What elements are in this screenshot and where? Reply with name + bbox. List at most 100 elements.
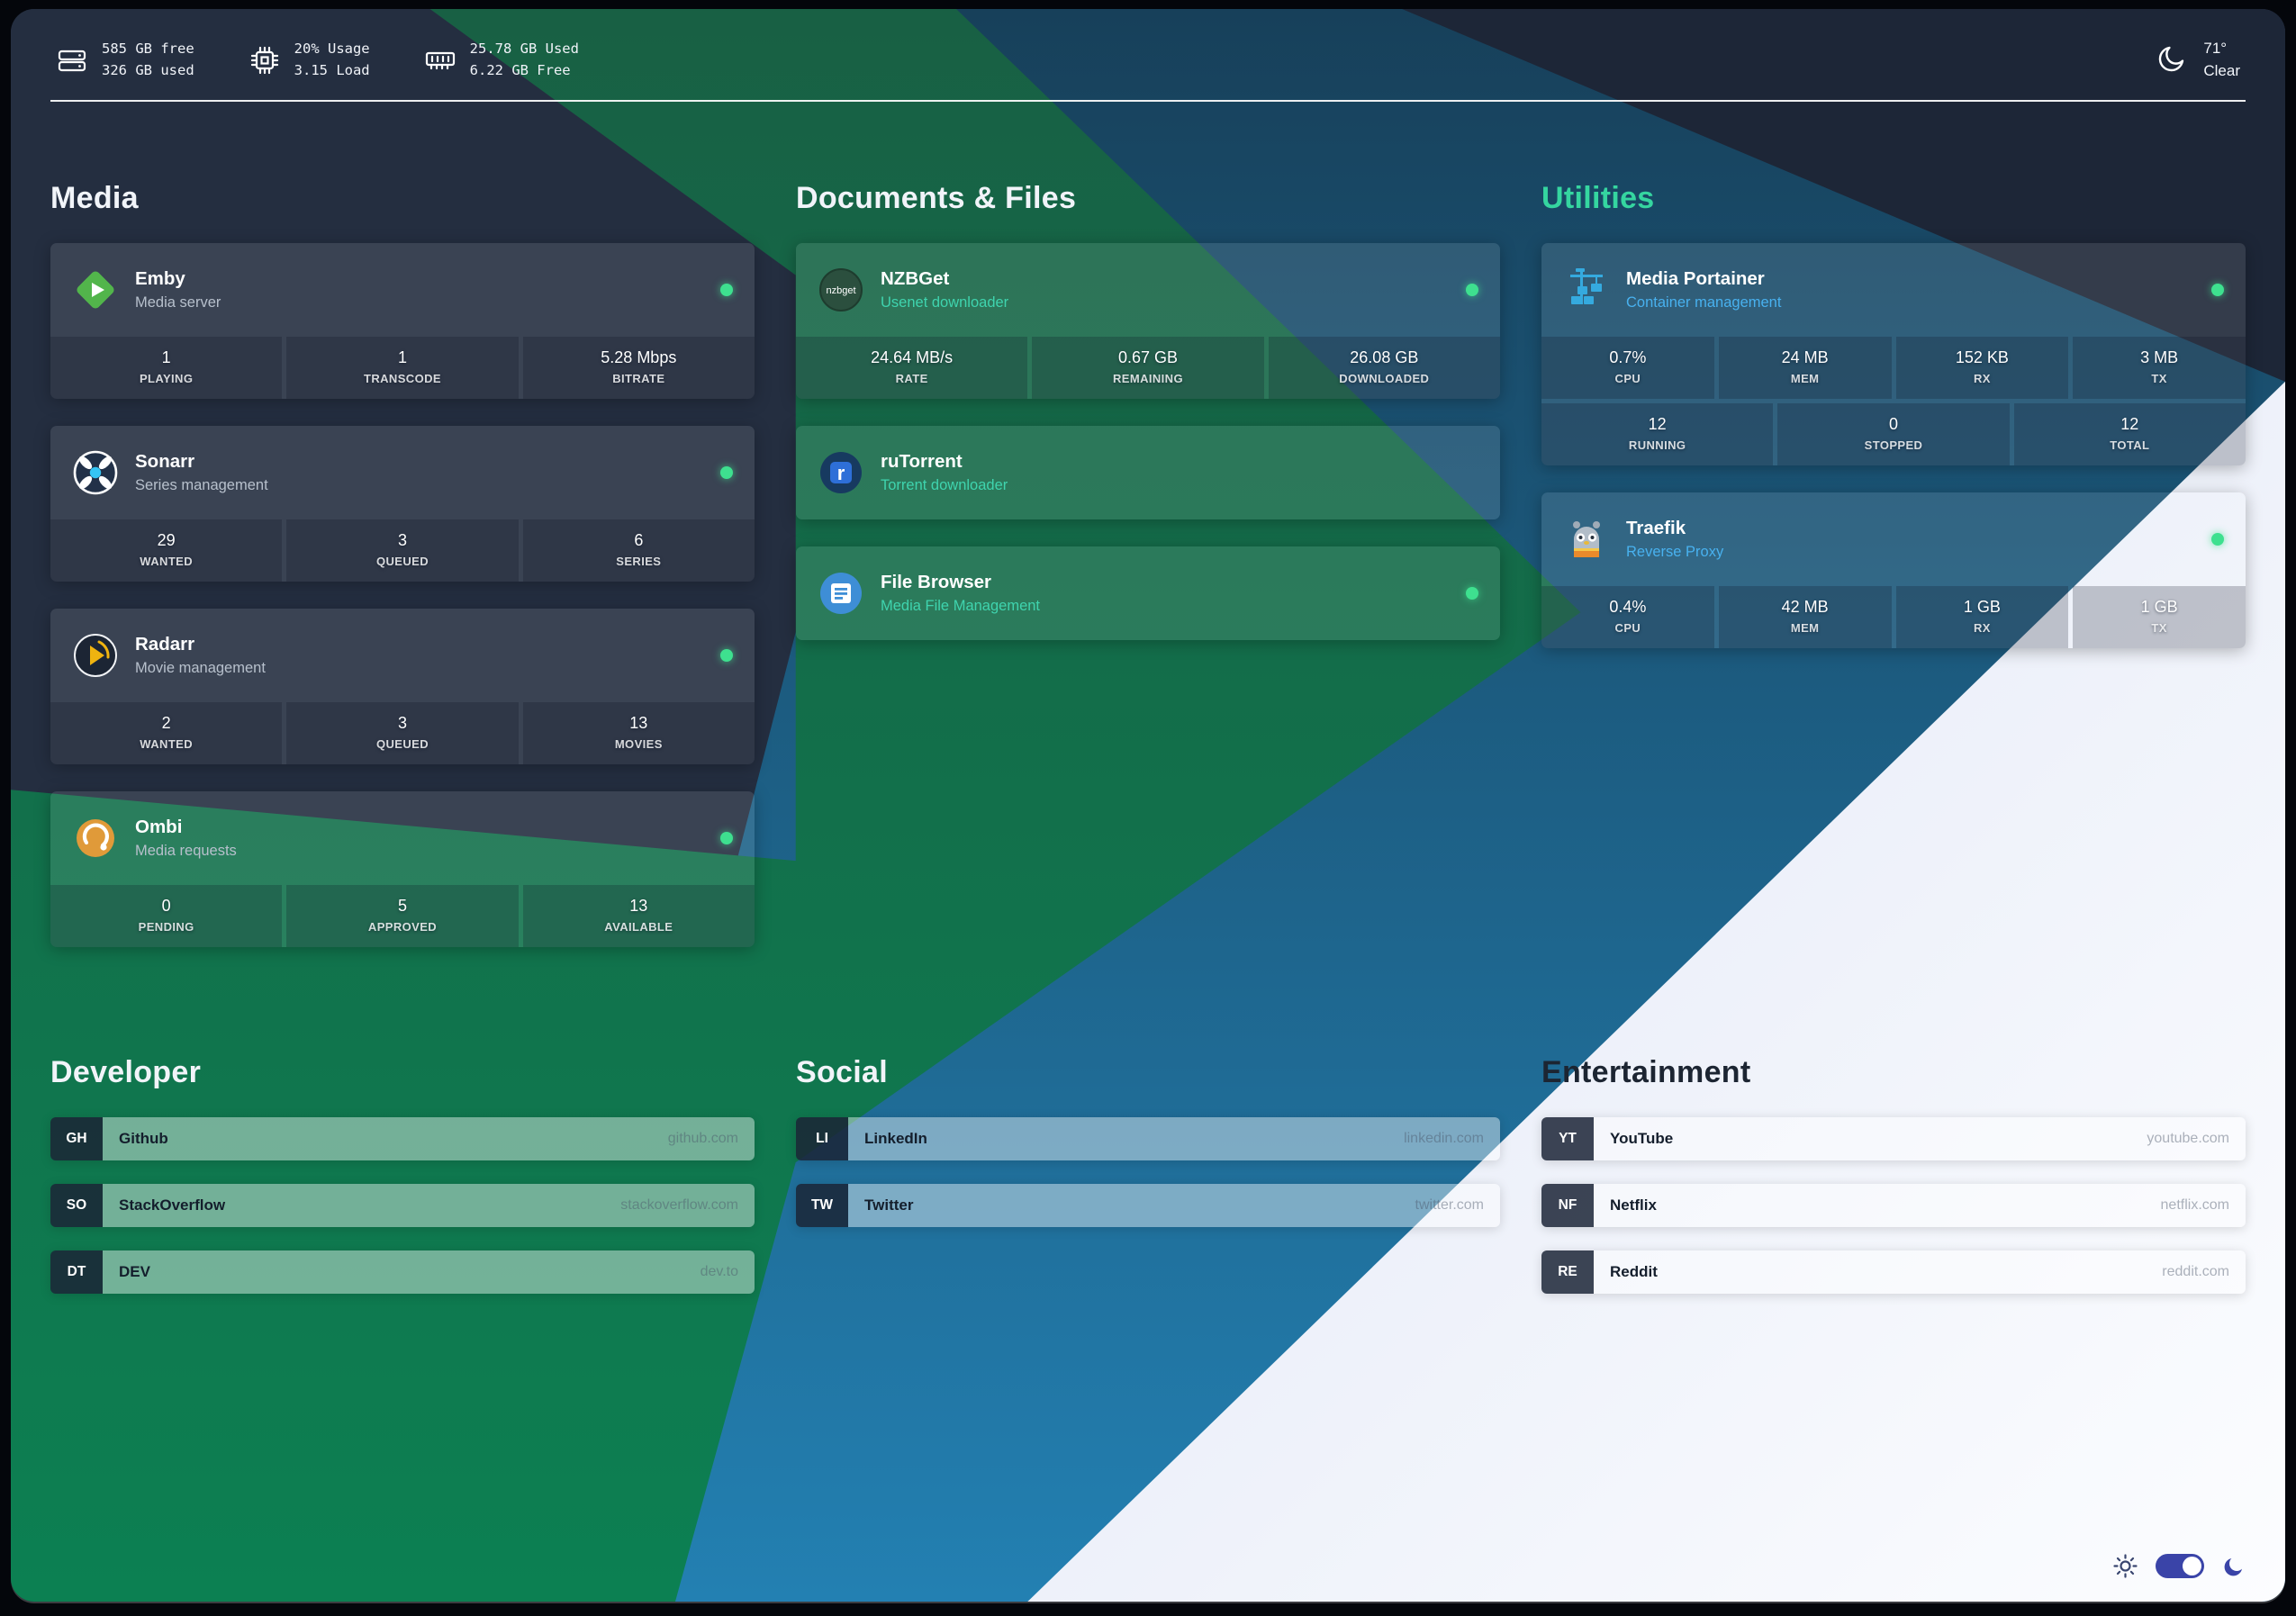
service-card-radarr[interactable]: Radarr Movie management 2 WANTED 3 QUEUED … <box>50 609 755 765</box>
nzbget-icon: nzbget <box>818 266 864 313</box>
weather-temperature: 71° <box>2203 40 2228 57</box>
service-stats-row1: 0.7% CPU 24 MB MEM 152 KB RX 3 MB TX <box>1541 337 2246 400</box>
bookmark-url: stackoverflow.com <box>620 1197 738 1214</box>
bookmark-netflix[interactable]: NF Netflix netflix.com <box>1541 1184 2246 1228</box>
stat-value: 3 <box>397 714 407 733</box>
stat-tile: 0.4% CPU <box>1541 586 1714 649</box>
stat-tile: 152 KB RX <box>1895 337 2069 400</box>
theme-controls <box>2113 1554 2246 1578</box>
service-card-rutorrent[interactable]: r ruTorrent Torrent downloader <box>796 426 1500 520</box>
stat-tile: 3 MB TX <box>2073 337 2246 400</box>
ram-used: 25.78 GB Used <box>469 41 579 58</box>
bookmark-url: linkedin.com <box>1404 1131 1484 1147</box>
service-subtitle: Media server <box>135 294 221 311</box>
status-dot <box>2211 533 2224 546</box>
stat-tile: 5 APPROVED <box>286 885 519 948</box>
status-dot <box>2211 284 2224 297</box>
stat-tile: 0.67 GB REMAINING <box>1032 337 1264 400</box>
stat-label: QUEUED <box>375 555 429 569</box>
stat-value: 3 <box>397 531 407 550</box>
stat-value: 42 MB <box>1781 598 1829 617</box>
cpu-icon <box>249 44 281 77</box>
emby-icon <box>72 266 119 313</box>
bookmark-abbr: TW <box>796 1184 848 1228</box>
stat-tile: 6 SERIES <box>522 519 755 582</box>
stat-label: PENDING <box>138 920 194 934</box>
bookmark-github[interactable]: GH Github github.com <box>50 1117 755 1161</box>
section-title-social: Social <box>796 1055 888 1090</box>
stat-value: 12 <box>2120 415 2139 434</box>
stat-tile: 0 PENDING <box>50 885 283 948</box>
stat-tile: 26.08 GB DOWNLOADED <box>1268 337 1500 400</box>
toggle-knob <box>2183 1557 2201 1575</box>
stat-label: BITRATE <box>612 372 665 386</box>
theme-toggle[interactable] <box>2156 1554 2204 1578</box>
stat-label: TX <box>2151 621 2167 636</box>
bookmark-url: dev.to <box>700 1264 738 1280</box>
bookmark-twitter[interactable]: TW Twitter twitter.com <box>796 1184 1500 1228</box>
service-title: File Browser <box>881 572 992 593</box>
bookmark-abbr: SO <box>50 1184 103 1228</box>
stat-tile: 12 TOTAL <box>2013 403 2246 466</box>
bookmark-body: StackOverflow stackoverflow.com <box>103 1184 755 1228</box>
stat-value: 13 <box>629 714 648 733</box>
stat-value: 6 <box>634 531 644 550</box>
stat-value: 1 GB <box>1963 598 2001 617</box>
moon-icon[interactable] <box>2222 1555 2246 1578</box>
stat-tile: 5.28 Mbps BITRATE <box>522 337 755 400</box>
cpu-stat: 20% Usage 3.15 Load <box>249 39 370 81</box>
status-dot <box>1466 587 1478 600</box>
bookmark-stackoverflow[interactable]: SO StackOverflow stackoverflow.com <box>50 1184 755 1228</box>
status-dot <box>1466 284 1478 297</box>
stat-tile: 3 QUEUED <box>286 519 519 582</box>
bookmark-youtube[interactable]: YT YouTube youtube.com <box>1541 1117 2246 1161</box>
stat-value: 0 <box>161 897 171 916</box>
stat-label: CPU <box>1614 621 1641 636</box>
ram-icon <box>424 44 456 77</box>
radarr-icon <box>72 632 119 679</box>
diagonal-background <box>11 9 2285 1602</box>
section-title-utilities: Utilities <box>1541 181 1655 216</box>
bookmark-name: StackOverflow <box>119 1196 226 1214</box>
stat-label: TRANSCODE <box>364 372 441 386</box>
service-stats: 29 WANTED 3 QUEUED 6 SERIES <box>50 519 755 582</box>
bookmark-dev[interactable]: DT DEV dev.to <box>50 1250 755 1295</box>
section-title-media: Media <box>50 181 139 216</box>
traefik-icon <box>1563 516 1610 563</box>
section-media: Media Emby Media server 1 PLAYING <box>50 181 755 974</box>
bookmark-name: YouTube <box>1610 1130 1674 1148</box>
service-card-filebrowser[interactable]: File Browser Media File Management <box>796 546 1500 641</box>
bookmark-body: YouTube youtube.com <box>1594 1117 2246 1161</box>
bookmark-body: Github github.com <box>103 1117 755 1161</box>
service-card-ombi[interactable]: Ombi Media requests 0 PENDING 5 APPROVED 1… <box>50 791 755 948</box>
status-dot <box>720 284 733 297</box>
stat-value: 1 <box>397 348 407 367</box>
bookmark-body: Netflix netflix.com <box>1594 1184 2246 1228</box>
service-card-portainer[interactable]: Media Portainer Container management 0.7… <box>1541 243 2246 466</box>
service-title: NZBGet <box>881 268 950 290</box>
stat-label: APPROVED <box>367 920 438 934</box>
ombi-icon <box>72 815 119 862</box>
bookmark-name: DEV <box>119 1263 150 1281</box>
bookmark-reddit[interactable]: RE Reddit reddit.com <box>1541 1250 2246 1295</box>
stat-tile: 0 STOPPED <box>1777 403 2010 466</box>
service-card-nzbget[interactable]: nzbget NZBGet Usenet downloader 24.64 MB… <box>796 243 1500 400</box>
bookmark-name: LinkedIn <box>864 1130 927 1148</box>
bookmark-linkedin[interactable]: LI LinkedIn linkedin.com <box>796 1117 1500 1161</box>
sun-icon[interactable] <box>2113 1554 2138 1578</box>
bookmark-name: Netflix <box>1610 1196 1657 1214</box>
stat-tile: 13 AVAILABLE <box>522 885 755 948</box>
stat-label: QUEUED <box>375 737 429 752</box>
bookmark-abbr: NF <box>1541 1184 1594 1228</box>
service-stats: 2 WANTED 3 QUEUED 13 MOVIES <box>50 702 755 765</box>
service-card-emby[interactable]: Emby Media server 1 PLAYING 1 TRANSCODE 5.… <box>50 243 755 400</box>
service-card-sonarr[interactable]: Sonarr Series management 29 WANTED 3 QUEUE… <box>50 426 755 582</box>
bookmark-url: youtube.com <box>2147 1131 2229 1147</box>
stat-tile: 3 QUEUED <box>286 702 519 765</box>
bookmark-abbr: YT <box>1541 1117 1594 1161</box>
service-subtitle: Torrent downloader <box>881 477 1008 494</box>
stat-value: 0.7% <box>1609 348 1647 367</box>
status-dot <box>720 466 733 480</box>
dashboard-window: 585 GB free 326 GB used 20% Usage 3.15 L… <box>11 9 2285 1602</box>
service-card-traefik[interactable]: Traefik Reverse Proxy 0.4% CPU 42 MB MEM 1… <box>1541 492 2246 649</box>
